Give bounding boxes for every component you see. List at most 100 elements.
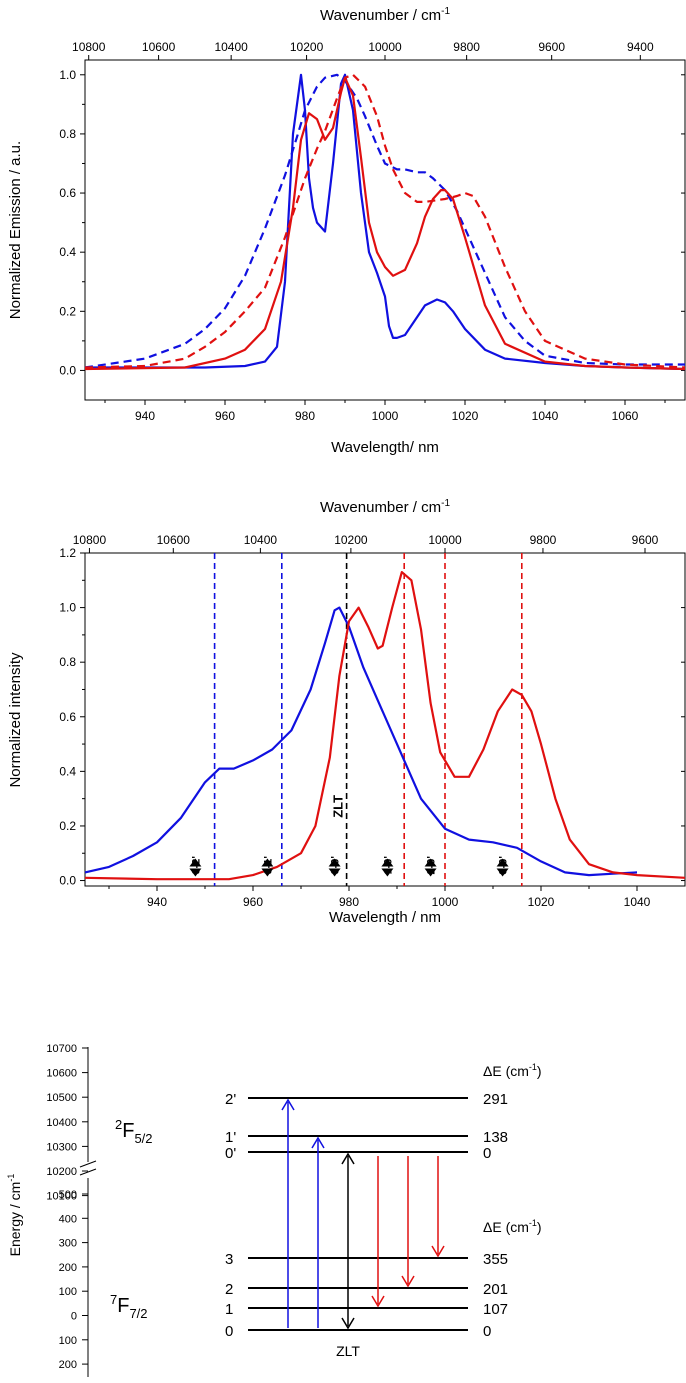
series-line-1 (84, 571, 686, 881)
panel-2-zlt-label: ZLT (331, 795, 346, 818)
top-tick-label: 10400 (244, 533, 278, 547)
delta-e-header-upper: ΔE (cm-1) (483, 1062, 542, 1079)
x-tick-label: 980 (339, 895, 359, 909)
marker-up (189, 858, 202, 867)
top-tick-label: 10600 (157, 533, 191, 547)
axis-break-mark (79, 1160, 97, 1168)
energy-tick-label: 10500 (46, 1092, 77, 1104)
panel-1-x-ticks: 940 960 980 1000 1020 1040 1060 (104, 400, 666, 423)
level-label: 2 (225, 1281, 233, 1298)
top-tick-label: 10800 (73, 533, 107, 547)
series-line-0 (85, 73, 686, 371)
level-energy: 291 (483, 1091, 508, 1108)
energy-tick-label: 200 (59, 1359, 77, 1371)
zlt-label: ZLT (336, 1343, 360, 1359)
x-tick-label: 940 (147, 895, 167, 909)
transition-label: 1-0' (381, 856, 394, 877)
top-tick-label: 10000 (368, 40, 402, 54)
energy-tick-label: 10400 (46, 1117, 77, 1129)
energy-tick-label: 10100 (46, 1191, 77, 1203)
panel-1: 940 960 980 1000 1020 1040 1060 0.00.20.40.60.… (7, 6, 686, 456)
energy-lower-ticks: 500 400 300 200 100 0 100 200 (59, 1189, 88, 1371)
level-energy: 0 (483, 1145, 491, 1162)
panel-2-x-axis-label: Wavelength / nm (329, 909, 441, 926)
panel-1-top-ticks: 10800 10600 10400 10200 10000 9800 9600 9400 (72, 40, 654, 60)
top-tick-label: 10800 (72, 40, 106, 54)
energy-axis-label: Energy / cm-1 (6, 1174, 23, 1257)
emission-arrow-0prime-1 (371, 1156, 385, 1308)
axis-break-mark (79, 1168, 97, 1176)
energy-tick-label: 10700 (46, 1043, 77, 1055)
top-tick-label: 10000 (428, 533, 462, 547)
transition-label: 0-2' (189, 856, 202, 877)
x-tick-label: 1020 (528, 895, 555, 909)
top-tick-label: 10400 (214, 40, 248, 54)
energy-upper-ticks: 10700 10600 10500 10400 10300 10200 10100 (46, 1043, 88, 1203)
transition-label: 3-0' (496, 856, 510, 877)
energy-tick-label: 400 (59, 1213, 77, 1225)
level-label: 1' (225, 1129, 236, 1146)
emission-arrow-0prime-3 (431, 1156, 445, 1258)
energy-tick-label: 10600 (46, 1068, 77, 1080)
transition-label-text: 1-0' (382, 856, 394, 875)
marker-down (261, 868, 274, 877)
y-tick-label: 0.2 (59, 819, 76, 833)
x-tick-label: 940 (135, 409, 155, 423)
level-energy: 355 (483, 1251, 508, 1268)
zlt-double-arrow (341, 1152, 355, 1330)
energy-tick-label: 10200 (46, 1166, 77, 1178)
x-tick-label: 1000 (372, 409, 399, 423)
series-line-0 (84, 606, 638, 877)
energy-tick-label: 500 (59, 1189, 77, 1201)
top-tick-label: 10200 (334, 533, 368, 547)
level-energy: 107 (483, 1301, 508, 1318)
absorption-arrow-0-1prime (311, 1136, 325, 1328)
y-tick-label: 0.8 (59, 655, 76, 669)
panel-2-transition-labels: 0-2' 0-1' 0-0' 1-0' 2-0' 3-0' (189, 856, 510, 877)
panel-2-series (84, 571, 686, 881)
marker-up (496, 858, 509, 867)
transition-label-text: 0-1' (262, 856, 274, 875)
x-tick-label: 960 (215, 409, 235, 423)
panel-1-series (84, 73, 686, 371)
y-tick-label: 0.2 (59, 304, 76, 318)
top-tick-label: 9800 (530, 533, 557, 547)
transition-label-text: 3-0' (498, 856, 510, 875)
panel-2-transition-lines (213, 553, 523, 886)
level-label: 3 (225, 1251, 233, 1268)
panel-2-x-ticks: 940 960 980 1000 1020 1040 (108, 886, 651, 909)
y-tick-label: 0.6 (59, 710, 76, 724)
transition-label-text: 0-2' (190, 856, 202, 875)
energy-tick-label: 300 (59, 1238, 77, 1250)
panel-1-x-axis-label: Wavelength/ nm (331, 439, 439, 456)
transition-label: 2-0' (424, 856, 438, 877)
y-tick-label: 1.2 (59, 546, 76, 560)
panel-2-y-axis-label: Normalized intensity (7, 652, 24, 788)
level-energy: 0 (483, 1323, 491, 1340)
panel-1-top-axis-label: Wavenumber / cm-1 (320, 6, 450, 24)
absorption-arrow-0-2prime (281, 1098, 295, 1328)
level-energy: 138 (483, 1129, 508, 1146)
level-label: 0' (225, 1145, 236, 1162)
panel-2-top-ticks: 10800 10600 10400 10200 10000 9800 9600 (73, 533, 659, 553)
marker-down (496, 868, 509, 877)
panel-1-y-ticks: 0.0 0.2 0.4 0.6 0.8 1.0 (59, 68, 685, 377)
x-tick-label: 960 (243, 895, 263, 909)
energy-tick-label: 100 (59, 1335, 77, 1347)
x-tick-label: 1040 (624, 895, 651, 909)
top-tick-label: 9600 (632, 533, 659, 547)
marker-up (261, 858, 274, 867)
emission-arrow-0prime-2 (401, 1156, 415, 1288)
level-label: 1 (225, 1301, 233, 1318)
marker-down (328, 868, 341, 877)
panel-1-plot-frame (84, 59, 686, 401)
energy-tick-label: 0 (71, 1311, 77, 1323)
panel-2: 940 960 980 1000 1020 1040 0.0 0.2 0.4 0.6 0.8 1.0… (7, 498, 686, 926)
term-symbol-7F72: 7F7/2 (110, 1292, 148, 1321)
top-tick-label: 10600 (142, 40, 176, 54)
y-tick-label: 1.0 (59, 601, 76, 615)
y-tick-label: 1.0 (59, 68, 76, 82)
top-tick-label: 10200 (290, 40, 324, 54)
y-tick-label: 0.0 (59, 874, 76, 888)
